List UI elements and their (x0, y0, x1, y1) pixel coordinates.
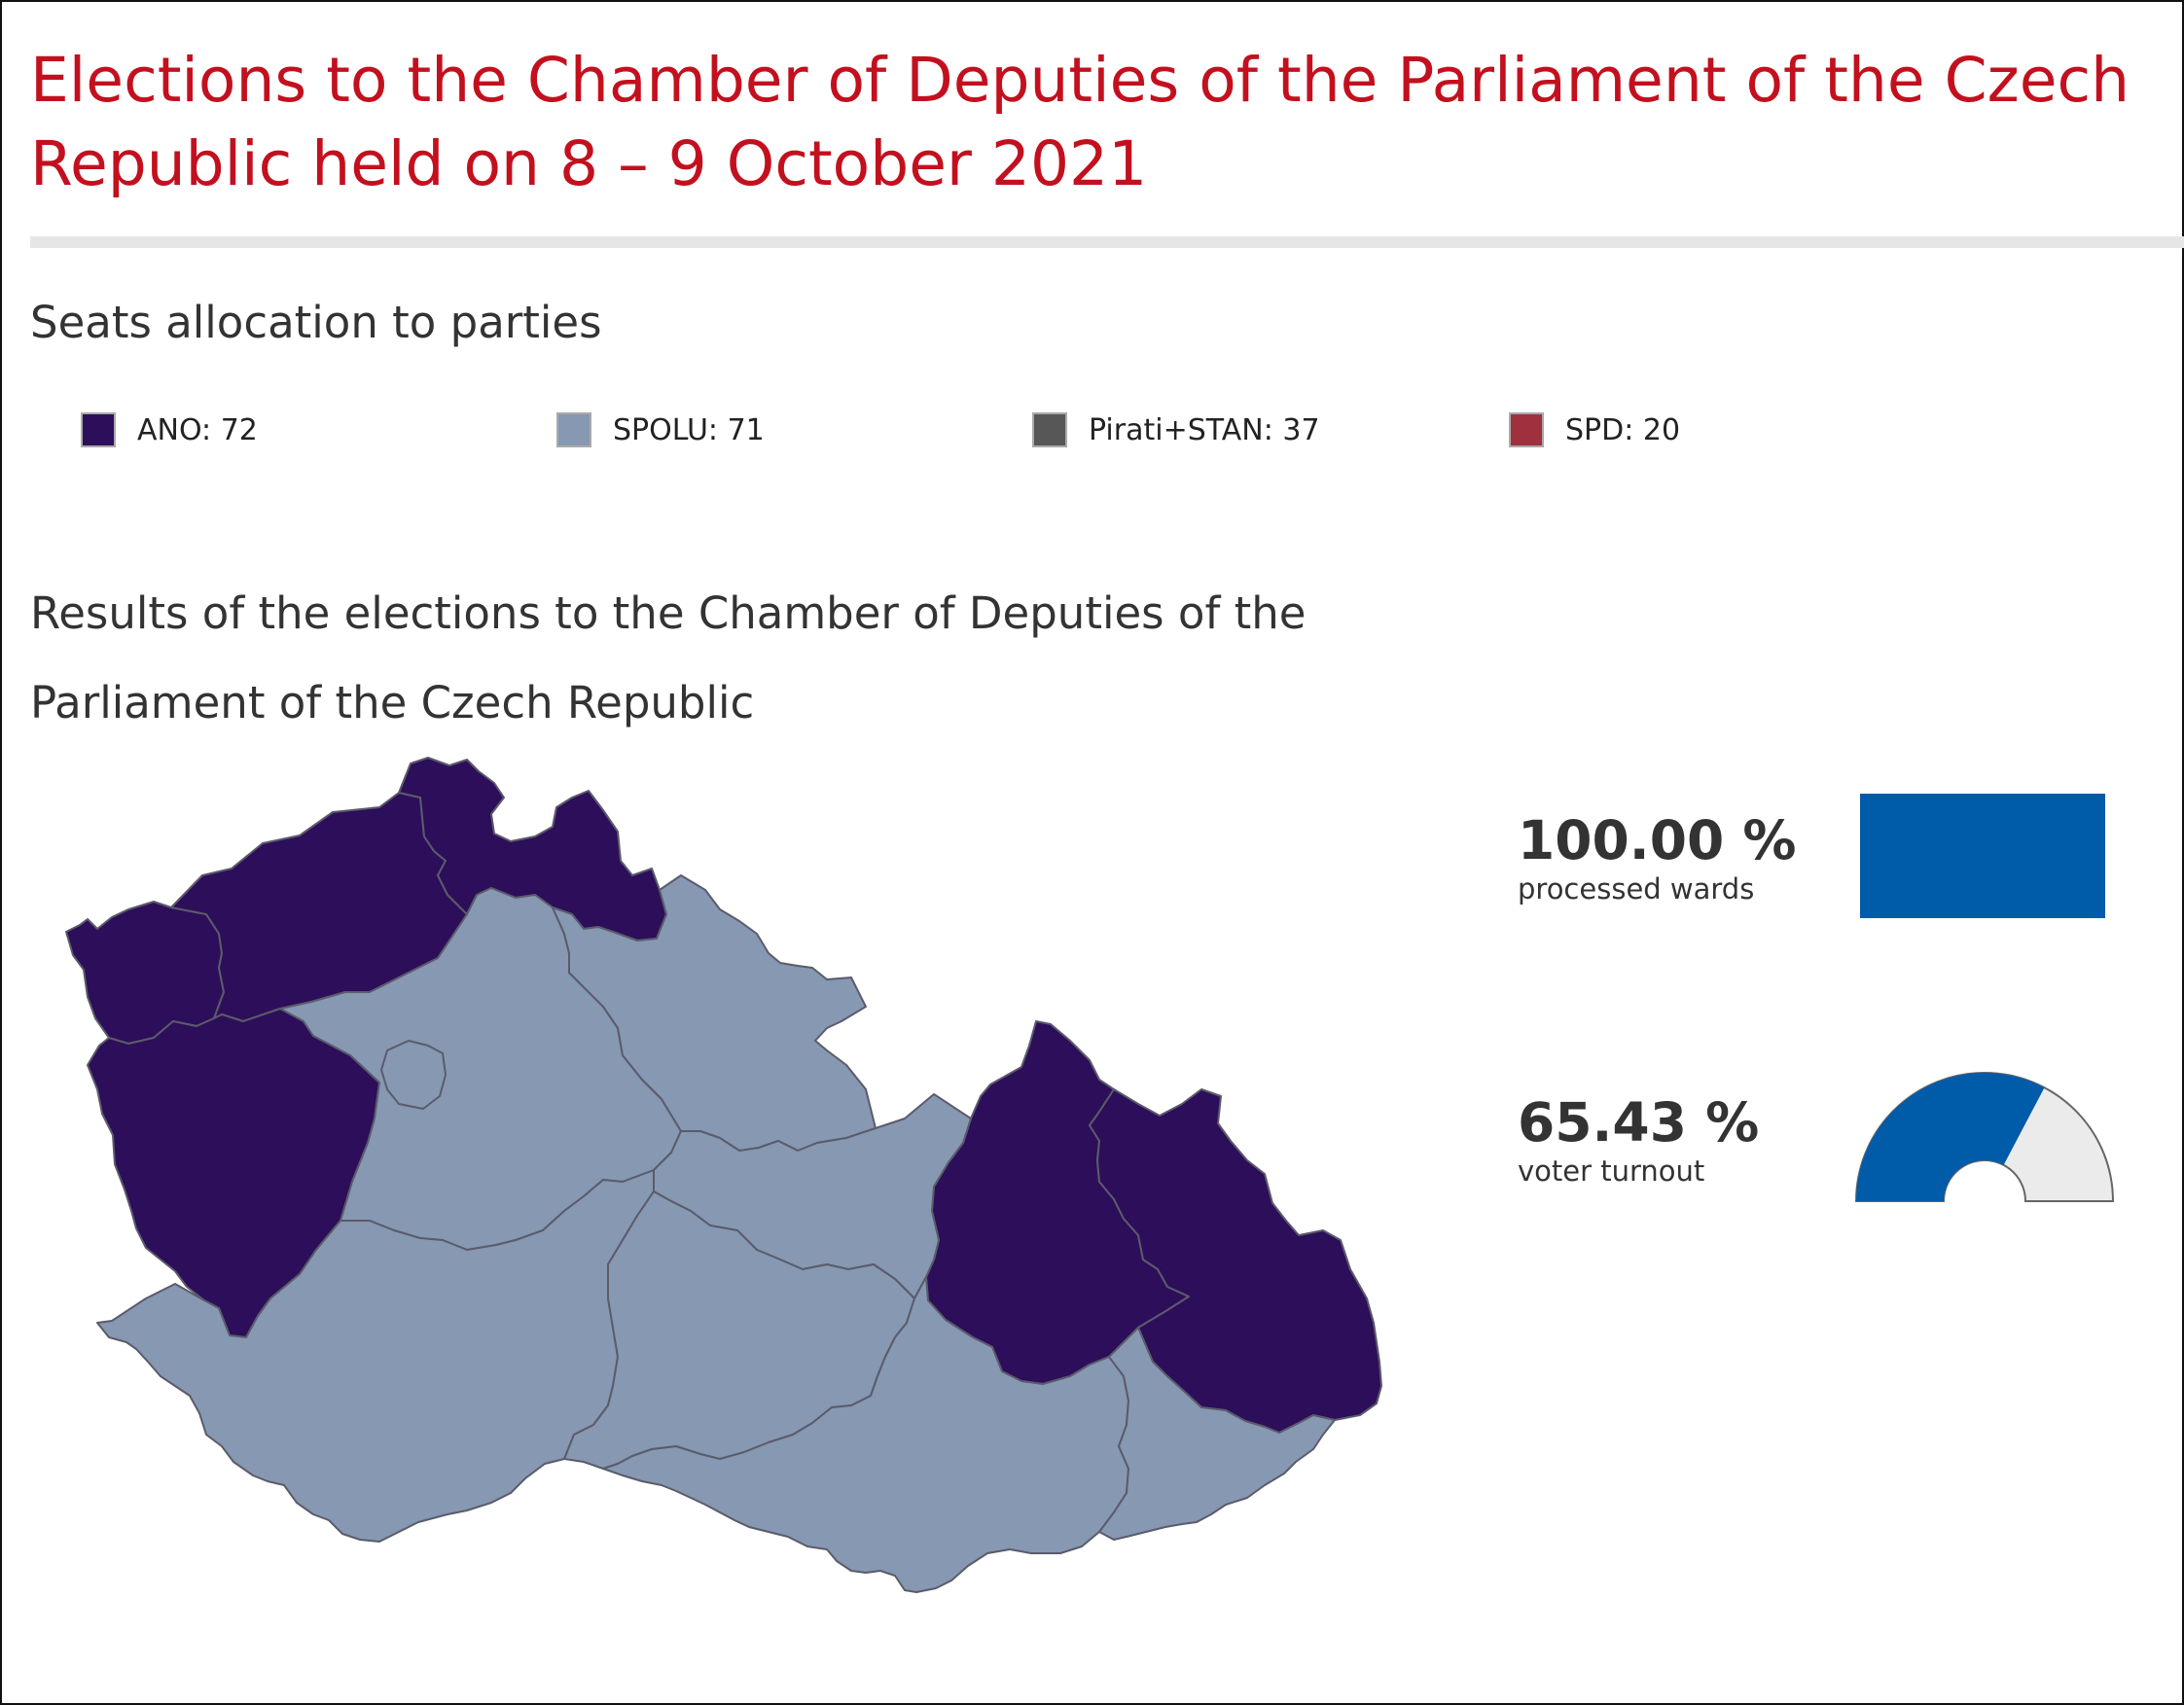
legend-label-ano: ANO: 72 (137, 412, 258, 447)
legend-label-spd: SPD: 20 (1565, 412, 1681, 447)
legend-item-spolu: SPOLU: 71 (556, 408, 765, 451)
region-liberecky[interactable] (398, 757, 667, 941)
legend-item-ano: ANO: 72 (81, 408, 258, 451)
seats-heading: Seats allocation to parties (30, 297, 602, 348)
processed-wards-bar (1860, 794, 2105, 918)
legend-swatch-ano (81, 412, 116, 447)
region-zlinsky[interactable] (1098, 1327, 1336, 1541)
voter-turnout-gauge-fill (1856, 1073, 2045, 1201)
legend-swatch-spd (1509, 412, 1544, 447)
legend-swatch-pirati-stan (1032, 412, 1067, 447)
processed-wards-label: processed wards (1518, 872, 1755, 906)
voter-turnout-stat: 65.43 % voter turnout (1518, 1091, 1759, 1189)
page-title: Elections to the Chamber of Deputies of … (30, 45, 2130, 199)
seats-legend: ANO: 72 SPOLU: 71 Pirati+STAN: 37 SPD: 2… (0, 408, 2184, 457)
region-praha[interactable] (380, 1040, 447, 1110)
region-karlovarsky[interactable] (65, 901, 225, 1045)
legend-swatch-spolu (556, 412, 591, 447)
czech-regions-map (65, 757, 1382, 1593)
legend-item-spd: SPD: 20 (1509, 408, 1680, 451)
title-divider (30, 236, 2184, 248)
voter-turnout-label: voter turnout (1518, 1154, 1705, 1188)
region-kralovehradecky[interactable] (552, 874, 877, 1152)
region-jihocesky[interactable] (96, 1169, 655, 1543)
processed-wards-stat: 100.00 % processed wards (1518, 809, 1797, 906)
processed-wards-value: 100.00 % (1518, 809, 1797, 871)
voter-turnout-value: 65.43 % (1518, 1091, 1760, 1154)
processed-wards-bar-fill (1860, 794, 2105, 918)
results-heading: Results of the elections to the Chamber … (30, 587, 1307, 728)
voter-turnout-gauge (1854, 1072, 2115, 1202)
legend-item-pirati-stan: Pirati+STAN: 37 (1032, 408, 1320, 451)
legend-label-pirati-stan: Pirati+STAN: 37 (1089, 412, 1320, 447)
legend-label-spolu: SPOLU: 71 (613, 412, 765, 447)
